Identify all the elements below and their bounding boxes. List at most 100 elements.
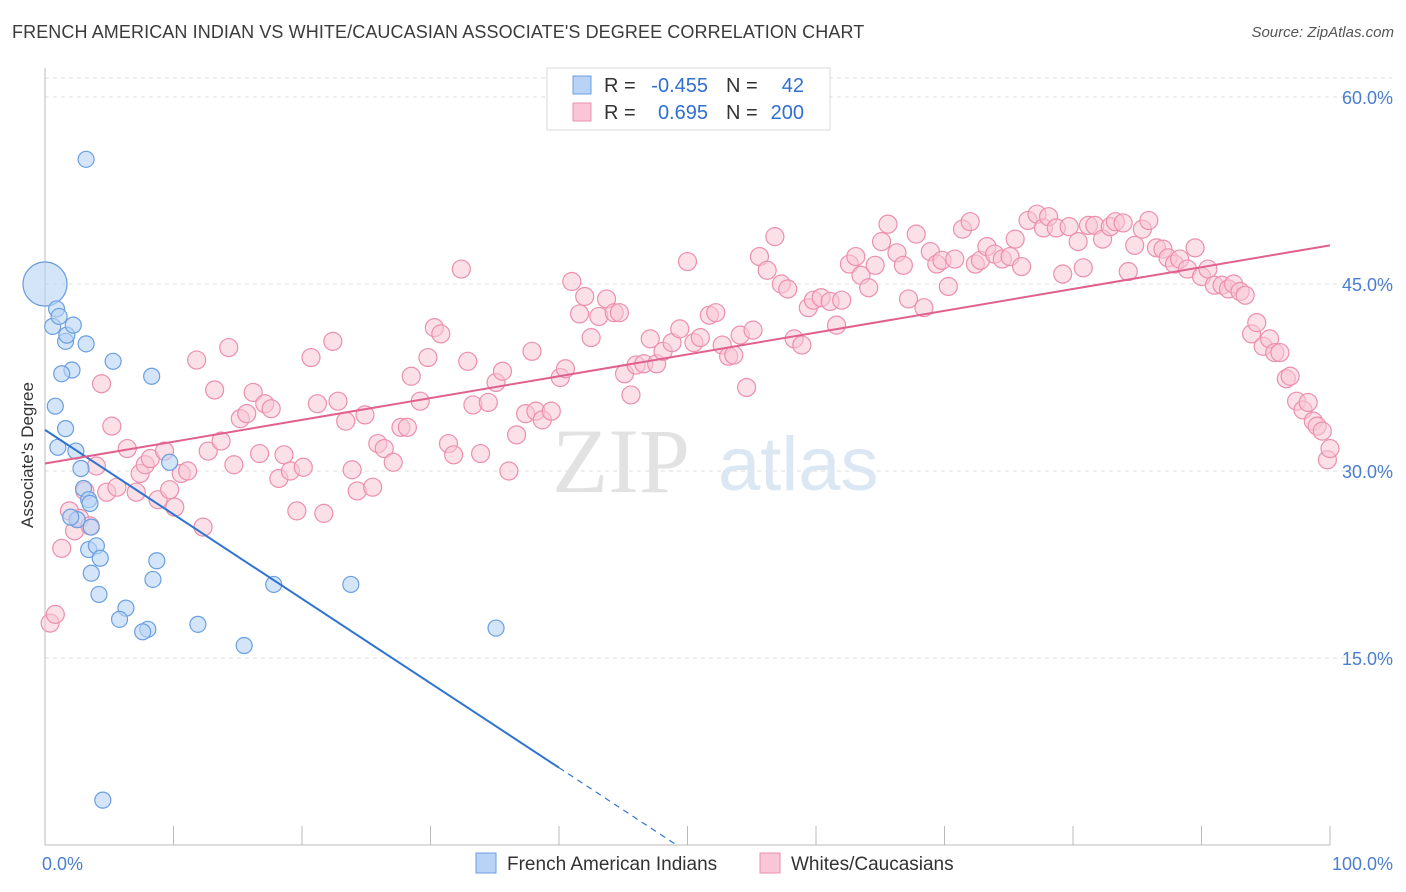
pink-point-126 xyxy=(871,232,892,252)
blue-point-21 xyxy=(82,518,100,536)
pink-point-59 xyxy=(418,347,438,368)
pink-point-32 xyxy=(237,404,257,424)
pink-point-68 xyxy=(478,392,498,413)
pink-point-147 xyxy=(1011,256,1032,277)
pink-point-195 xyxy=(1312,421,1332,441)
pink-point-107 xyxy=(743,320,763,340)
blue-point-20 xyxy=(104,352,122,370)
series-legend-swatch-blue xyxy=(475,852,497,874)
pink-point-70 xyxy=(492,361,513,381)
pink-point-162 xyxy=(1113,213,1133,233)
pink-point-40 xyxy=(287,501,307,521)
pink-point-74 xyxy=(522,341,542,361)
blue-point-14 xyxy=(72,459,90,478)
pink-point-30 xyxy=(224,455,244,475)
blue-point-37 xyxy=(134,623,152,641)
y-tick-label-0: 15.0% xyxy=(1342,649,1393,669)
pink-point-181 xyxy=(1235,285,1255,305)
pink-point-56 xyxy=(397,417,417,437)
whites-caucasians-points xyxy=(40,204,1340,633)
blue-point-32 xyxy=(90,585,108,604)
pink-point-87 xyxy=(609,303,629,323)
stats-legend: R = -0.455 N = 42 R = 0.695 N = 200 xyxy=(546,67,831,131)
pink-point-27 xyxy=(205,380,225,400)
blue-point-35 xyxy=(189,615,207,633)
pink-point-82 xyxy=(575,286,595,307)
pink-point-122 xyxy=(846,246,866,267)
legend-swatch-blue xyxy=(572,75,592,95)
blue-point-28 xyxy=(82,564,100,582)
pink-point-104 xyxy=(724,345,744,365)
pink-point-131 xyxy=(906,224,926,244)
pink-point-129 xyxy=(893,255,913,275)
pink-point-9 xyxy=(91,374,112,394)
legend-r-value-blue: -0.455 xyxy=(651,75,708,97)
pink-point-46 xyxy=(328,391,348,411)
pink-point-29 xyxy=(219,337,239,358)
pink-point-61 xyxy=(431,324,451,344)
series-legend-label-blue: French American Indians xyxy=(507,854,717,875)
pink-point-101 xyxy=(706,303,726,323)
pink-point-65 xyxy=(458,351,478,371)
pink-point-189 xyxy=(1280,366,1300,386)
pink-point-81 xyxy=(569,304,590,324)
pink-point-109 xyxy=(757,260,777,280)
pink-point-71 xyxy=(499,461,519,481)
pink-point-36 xyxy=(261,399,281,419)
trend-line-blue xyxy=(44,429,560,769)
pink-point-153 xyxy=(1053,264,1073,284)
pink-point-63 xyxy=(444,445,464,465)
pink-point-120 xyxy=(832,290,852,310)
pink-point-47 xyxy=(336,411,356,431)
pink-point-124 xyxy=(859,278,879,298)
blue-point-39 xyxy=(487,619,505,637)
pink-point-112 xyxy=(778,279,798,299)
pink-point-130 xyxy=(898,289,919,309)
series-legend: French American Indians Whites/Caucasian… xyxy=(475,852,954,875)
pink-point-114 xyxy=(792,335,812,355)
blue-point-10 xyxy=(46,397,64,415)
pink-point-110 xyxy=(765,227,785,247)
pink-point-51 xyxy=(363,477,383,497)
blue-point-29 xyxy=(144,570,162,589)
chart-title: FRENCH AMERICAN INDIAN VS WHITE/CAUCASIA… xyxy=(12,22,865,42)
pink-point-175 xyxy=(1198,259,1218,279)
pink-point-106 xyxy=(737,377,757,398)
y-tick-labels: 15.0% 30.0% 45.0% 60.0% xyxy=(1342,88,1393,669)
legend-r-value-pink: 0.695 xyxy=(658,102,708,124)
pink-point-96 xyxy=(670,319,690,339)
blue-point-9 xyxy=(77,335,95,353)
pink-point-67 xyxy=(471,443,491,464)
pink-point-80 xyxy=(562,271,582,292)
source-label: Source: ZipAtlas.com xyxy=(1251,24,1394,41)
pink-point-97 xyxy=(677,251,698,272)
pink-point-1 xyxy=(45,604,65,624)
x-tick-label-1: 100.0% xyxy=(1332,854,1393,874)
pink-point-132 xyxy=(914,298,934,318)
pink-point-38 xyxy=(274,445,294,465)
legend-r-label-blue: R = xyxy=(604,75,636,97)
pink-point-26 xyxy=(198,441,218,461)
pink-point-11 xyxy=(102,416,122,436)
legend-n-value-blue: 42 xyxy=(782,75,804,97)
pink-point-125 xyxy=(865,255,885,275)
trend-lines xyxy=(44,244,1331,845)
x-tick-labels: 0.0% 100.0% xyxy=(42,854,1393,874)
pink-point-64 xyxy=(451,259,471,279)
pink-point-42 xyxy=(301,347,321,368)
series-legend-swatch-pink xyxy=(759,852,781,874)
pink-point-146 xyxy=(1005,229,1025,249)
pink-point-44 xyxy=(314,503,334,523)
pink-point-53 xyxy=(374,438,394,459)
grid-lines xyxy=(45,77,1392,659)
stats-legend-box xyxy=(546,67,831,131)
pink-point-54 xyxy=(383,452,403,472)
pink-point-33 xyxy=(243,382,263,403)
trend-line-blue-dashed xyxy=(558,767,675,845)
pink-point-154 xyxy=(1059,217,1079,237)
legend-swatch-pink xyxy=(572,102,592,122)
blue-point-27 xyxy=(148,552,166,570)
pink-point-20 xyxy=(160,480,180,500)
blue-point-3 xyxy=(50,307,68,326)
blue-point-19 xyxy=(62,508,80,526)
